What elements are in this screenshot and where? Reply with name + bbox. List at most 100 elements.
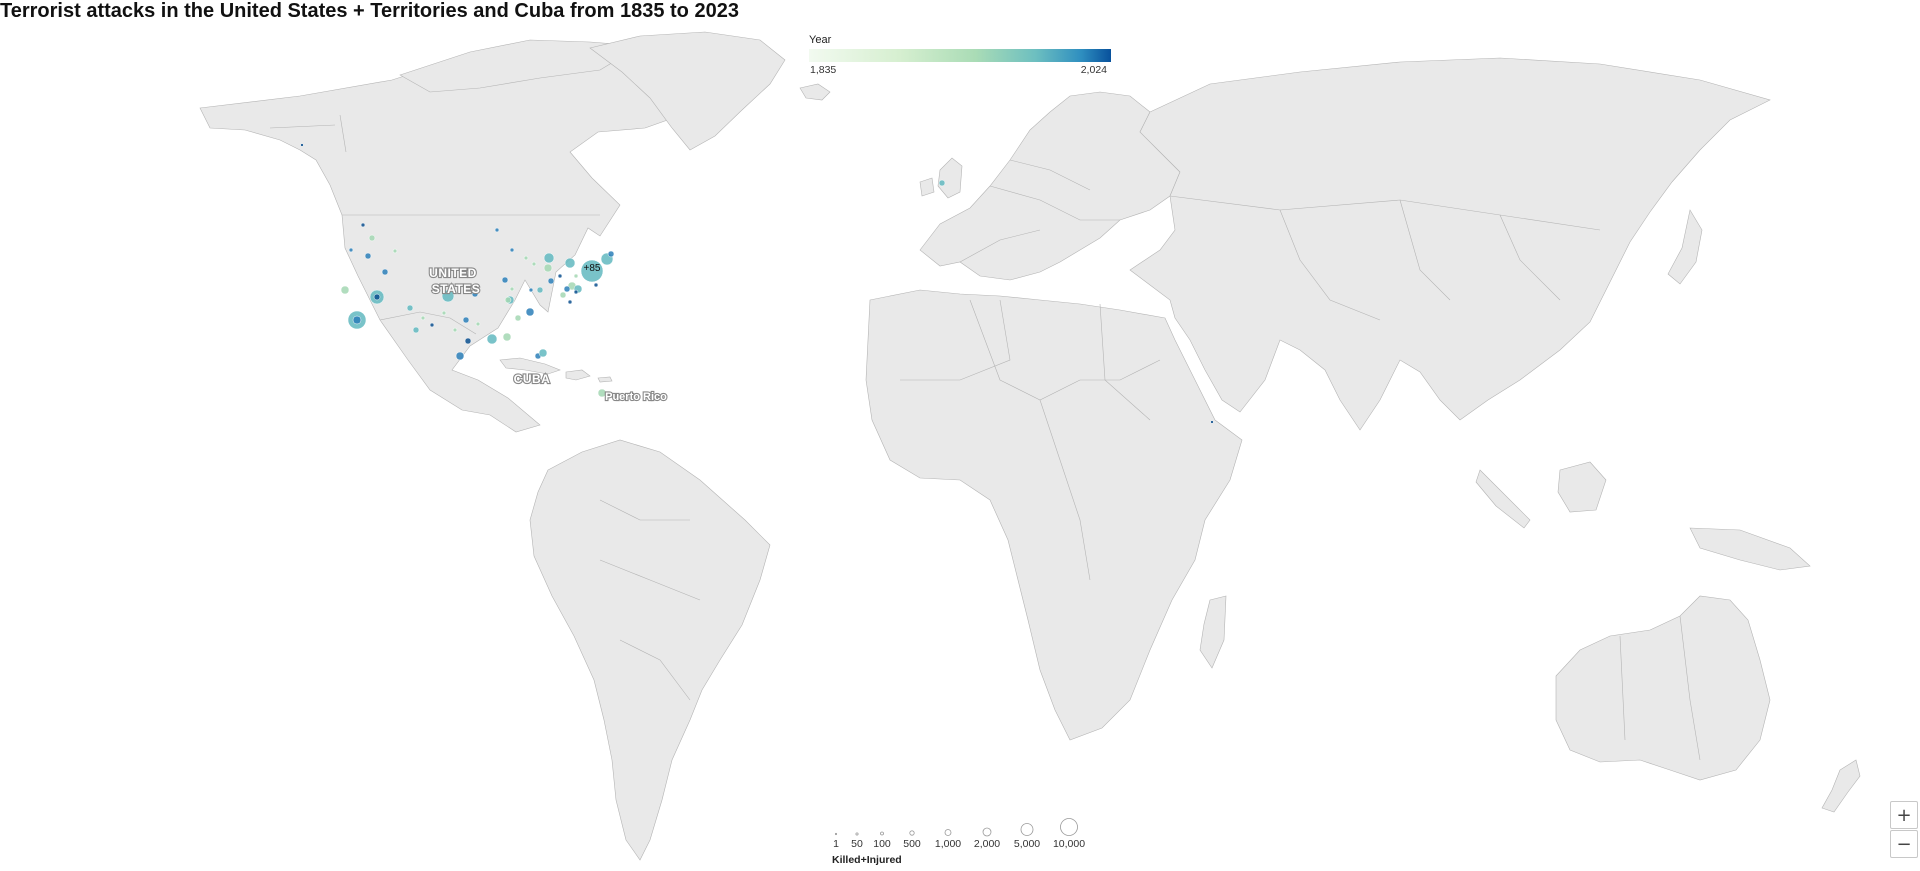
incident-marker[interactable] [531, 261, 537, 267]
incident-marker[interactable] [494, 227, 500, 233]
year-min-label: 1,835 [810, 64, 837, 76]
incident-marker[interactable] [538, 348, 548, 358]
label-cuba: CUBA [514, 372, 551, 386]
zoom-out-button[interactable]: − [1890, 830, 1918, 858]
size-label-1: 1 [833, 838, 839, 850]
incident-marker[interactable] [547, 277, 555, 285]
incident-marker[interactable] [381, 268, 389, 276]
size-label-5000: 5,000 [1013, 838, 1041, 850]
size-legend-title: Killed+Injured [832, 854, 902, 866]
incident-marker[interactable] [452, 327, 458, 333]
incident-marker[interactable] [352, 315, 362, 325]
incident-marker[interactable] [464, 337, 472, 345]
incident-marker[interactable] [564, 257, 576, 269]
land-sumatra [1475, 469, 1531, 529]
land-iceland [799, 83, 831, 101]
incident-marker[interactable] [502, 332, 512, 342]
incident-marker[interactable] [1210, 420, 1214, 424]
world-map[interactable]: UNITED STATES CUBA Puerto Rico +85 [0, 26, 1920, 871]
incident-marker[interactable] [360, 222, 366, 228]
size-label-2000: 2,000 [973, 838, 1001, 850]
incident-marker[interactable] [420, 315, 426, 321]
incident-marker[interactable] [462, 316, 470, 324]
land-hispaniola [565, 369, 591, 381]
incident-marker[interactable] [607, 250, 615, 258]
land-japan [1667, 209, 1703, 285]
incident-marker[interactable] [412, 326, 420, 334]
size-label-500: 500 [903, 838, 921, 850]
incident-marker[interactable] [406, 304, 414, 312]
incident-marker[interactable] [573, 289, 579, 295]
size-label-100: 100 [873, 838, 891, 850]
incident-marker[interactable] [441, 289, 455, 303]
incident-marker[interactable] [501, 276, 509, 284]
incident-marker[interactable] [563, 285, 571, 293]
incident-marker[interactable] [455, 351, 465, 361]
size-circle-1000 [944, 829, 952, 836]
incident-marker[interactable] [504, 296, 512, 304]
map-area[interactable]: UNITED STATES CUBA Puerto Rico +85 [0, 26, 1920, 871]
size-circle-50 [855, 832, 859, 836]
incident-marker[interactable] [348, 247, 354, 253]
land-new-guinea [1689, 527, 1811, 571]
land-britain [937, 157, 963, 199]
size-label-10000: 10,000 [1052, 838, 1086, 850]
size-circle-2000 [982, 827, 992, 837]
cluster-count-label: +85 [584, 263, 601, 274]
map-labels: UNITED STATES CUBA Puerto Rico +85 [428, 263, 668, 404]
incident-marker[interactable] [373, 293, 381, 301]
incident-marker[interactable] [429, 322, 435, 328]
incident-marker[interactable] [567, 299, 573, 305]
land-borneo [1557, 461, 1607, 513]
incident-marker[interactable] [364, 252, 372, 260]
year-legend: Year 1,835 2,024 [809, 34, 1111, 78]
incident-marker[interactable] [597, 388, 607, 398]
size-circle-10000 [1060, 818, 1078, 836]
land-australia [1555, 595, 1771, 781]
incident-marker[interactable] [528, 287, 534, 293]
size-circle-5000 [1020, 823, 1034, 836]
label-united-states-2: STATES [432, 282, 481, 296]
land-ireland [919, 177, 935, 197]
land-madagascar [1199, 595, 1227, 669]
incident-marker[interactable] [580, 259, 604, 283]
size-circle-500 [909, 830, 915, 836]
land-asia [1129, 57, 1771, 431]
land-north-america [199, 47, 701, 433]
map-title: Terrorist attacks in the United States +… [0, 0, 739, 22]
size-circle-100 [880, 831, 884, 836]
incident-marker[interactable] [368, 234, 376, 242]
incident-marker[interactable] [543, 263, 553, 273]
incident-marker[interactable] [543, 252, 555, 264]
incident-marker[interactable] [573, 273, 579, 279]
year-color-ramp [809, 49, 1111, 62]
incident-marker[interactable] [509, 247, 515, 253]
incident-markers[interactable] [300, 143, 1214, 424]
size-label-1000: 1,000 [934, 838, 962, 850]
label-united-states: UNITED [429, 266, 477, 280]
incident-marker[interactable] [523, 255, 529, 261]
incident-marker[interactable] [509, 286, 515, 292]
incident-marker[interactable] [559, 291, 567, 299]
incident-marker[interactable] [525, 307, 535, 317]
incident-marker[interactable] [392, 248, 398, 254]
incident-marker[interactable] [340, 285, 350, 295]
year-legend-ticks: 1,835 2,024 [809, 64, 1111, 78]
incident-marker[interactable] [536, 286, 544, 294]
incident-marker[interactable] [300, 143, 304, 147]
incident-marker[interactable] [475, 321, 481, 327]
incident-marker[interactable] [593, 282, 599, 288]
zoom-in-button[interactable]: + [1890, 801, 1918, 829]
incident-marker[interactable] [486, 333, 498, 345]
size-legend-circles [834, 818, 1078, 837]
incident-marker[interactable] [441, 310, 447, 316]
land-puerto-rico [597, 376, 613, 383]
land-greenland [589, 31, 786, 151]
incident-marker[interactable] [471, 290, 479, 298]
land-south-america [529, 439, 771, 861]
incident-marker[interactable] [514, 314, 522, 322]
year-legend-title: Year [809, 34, 832, 46]
size-legend: 1 50 100 500 1,000 2,000 5,000 10,000 Ki… [830, 815, 1090, 871]
incident-marker[interactable] [938, 179, 946, 187]
incident-marker[interactable] [557, 273, 563, 279]
